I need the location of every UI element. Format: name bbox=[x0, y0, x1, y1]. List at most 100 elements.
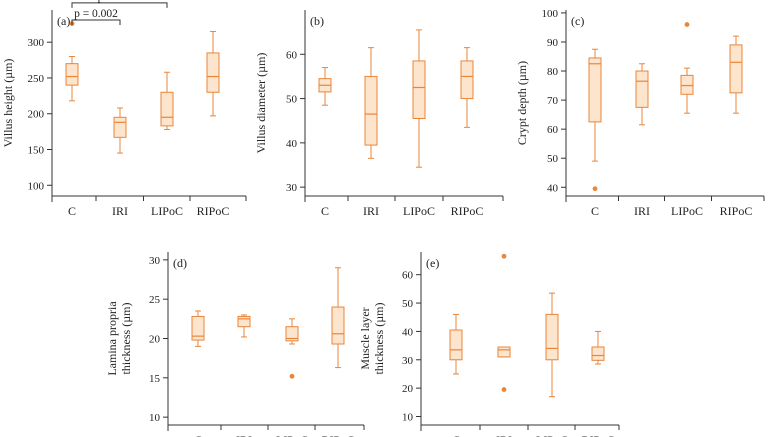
panel-label: (b) bbox=[310, 14, 324, 28]
y-tick-label: 60 bbox=[547, 124, 559, 136]
iqr-box bbox=[497, 346, 511, 358]
iqr-box bbox=[65, 63, 79, 86]
box-RIPoC bbox=[331, 267, 345, 369]
box-LIPoC bbox=[680, 22, 694, 114]
x-tick-label: IRI bbox=[634, 204, 650, 218]
y-tick-label: 80 bbox=[547, 66, 559, 78]
x-tick-label: IRI bbox=[236, 433, 252, 437]
box-IRI bbox=[113, 107, 127, 154]
x-tick-label: IRI bbox=[112, 204, 128, 218]
outlier-point bbox=[592, 186, 598, 192]
box-LIPoC bbox=[160, 71, 174, 130]
iqr-box bbox=[160, 91, 174, 127]
p-value-label: p = 0.025 bbox=[98, 0, 142, 3]
y-tick-label: 40 bbox=[547, 182, 559, 194]
x-tick-label: IRI bbox=[496, 433, 512, 437]
box-IRI bbox=[497, 253, 511, 392]
y-axis-label: Villus diameter (µm) bbox=[254, 53, 268, 154]
box-RIPoC bbox=[206, 30, 220, 117]
y-axis-label: Villus height (µm) bbox=[1, 59, 15, 148]
y-axis-label: Crypt depth (µm) bbox=[515, 61, 529, 145]
chart-a: 100 150 200 250 300 C IRI LIPoC RIPoC (a) Villus h… bbox=[1, 0, 247, 218]
outlier-point bbox=[501, 253, 507, 259]
panel-label: (d) bbox=[173, 256, 187, 270]
outlier-point bbox=[684, 22, 690, 27]
y-tick-label: 250 bbox=[28, 73, 45, 85]
y-tick-label: 100 bbox=[28, 180, 45, 192]
box-RIPoC bbox=[591, 330, 605, 365]
x-tick-label: LIPoC bbox=[403, 204, 435, 218]
iqr-box bbox=[191, 315, 205, 341]
x-tick-label: C bbox=[321, 204, 329, 218]
y-tick-label: 30 bbox=[149, 255, 161, 267]
box-C bbox=[191, 310, 205, 347]
y-tick-label: 100 bbox=[542, 8, 559, 20]
y-axis-label: Lamina propria bbox=[105, 301, 119, 376]
significance-bracket: p = 0.002 bbox=[71, 8, 121, 26]
y-tick-label: 20 bbox=[402, 383, 414, 395]
box-LIPoC bbox=[285, 318, 299, 379]
y-tick-label: 40 bbox=[286, 138, 298, 150]
box-C bbox=[318, 67, 332, 106]
box-IRI bbox=[635, 63, 649, 126]
y-tick-label: 200 bbox=[28, 109, 45, 121]
x-tick-label: IRI bbox=[363, 204, 379, 218]
panel-label: (e) bbox=[426, 256, 439, 270]
outlier-point bbox=[501, 387, 507, 392]
iqr-box bbox=[545, 313, 559, 361]
y-tick-label: 70 bbox=[547, 95, 559, 107]
x-tick-label: RIPoC bbox=[720, 204, 753, 218]
x-tick-label: RIPoC bbox=[322, 433, 355, 437]
y-tick-label: 300 bbox=[28, 37, 45, 49]
iqr-box bbox=[591, 346, 605, 361]
chart-b: 30 40 50 60 C IRI LIPoC RIPoC (b) Villus diameter… bbox=[254, 10, 504, 218]
iqr-box bbox=[364, 75, 378, 146]
x-tick-label: C bbox=[194, 433, 202, 437]
chart-d: 10 15 20 25 30 C IRI LIPoC RIPoC (d) Lamina propri… bbox=[105, 252, 365, 437]
significance-bracket: p = 0.025 bbox=[71, 0, 168, 8]
y-tick-label: 60 bbox=[402, 270, 414, 282]
x-tick-label: RIPoC bbox=[451, 204, 484, 218]
iqr-box bbox=[449, 329, 463, 361]
iqr-box bbox=[460, 60, 474, 100]
x-tick-label: LIPoC bbox=[276, 433, 308, 437]
chart-e: 10 20 30 40 50 60 C IRI LIPoC RIPoC (e) Muscle laye… bbox=[358, 252, 620, 437]
iqr-box bbox=[206, 52, 220, 93]
box-C bbox=[65, 21, 79, 102]
y-tick-label: 30 bbox=[402, 355, 414, 367]
y-tick-label: 20 bbox=[149, 334, 161, 346]
panel-label: (a) bbox=[57, 14, 70, 28]
y-tick-label: 30 bbox=[286, 182, 298, 194]
x-tick-label: LIPoC bbox=[671, 204, 703, 218]
bracket-line bbox=[71, 2, 168, 8]
y-tick-label: 50 bbox=[547, 153, 559, 165]
x-tick-label: LIPoC bbox=[151, 204, 183, 218]
chart-c: 40 50 60 70 80 90 100 C IRI LIPoC RIPoC (c) Crypt de… bbox=[515, 8, 765, 218]
box-LIPoC bbox=[412, 29, 426, 168]
y-axis-label: thickness (µm) bbox=[372, 303, 386, 375]
y-tick-label: 60 bbox=[286, 49, 298, 61]
box-IRI bbox=[364, 47, 378, 159]
iqr-box bbox=[285, 326, 299, 342]
p-value-label: p = 0.002 bbox=[74, 8, 118, 20]
y-tick-label: 50 bbox=[402, 298, 414, 310]
y-tick-label: 150 bbox=[28, 145, 45, 157]
x-tick-label: C bbox=[68, 204, 76, 218]
iqr-box bbox=[412, 60, 426, 119]
y-tick-label: 10 bbox=[149, 412, 161, 424]
box-LIPoC bbox=[545, 292, 559, 398]
x-tick-label: RIPoC bbox=[582, 433, 615, 437]
outlier-point bbox=[289, 373, 295, 379]
x-tick-label: C bbox=[452, 433, 460, 437]
box-C bbox=[449, 313, 463, 375]
iqr-box bbox=[331, 306, 345, 345]
y-tick-label: 25 bbox=[149, 294, 161, 306]
y-axis-label: thickness (µm) bbox=[119, 303, 133, 375]
bracket-line bbox=[71, 19, 121, 26]
iqr-box bbox=[680, 74, 694, 95]
x-tick-label: LIPoC bbox=[536, 433, 568, 437]
y-axis-label: Muscle layer bbox=[358, 307, 372, 369]
iqr-box bbox=[635, 70, 649, 108]
y-tick-label: 50 bbox=[286, 94, 298, 106]
